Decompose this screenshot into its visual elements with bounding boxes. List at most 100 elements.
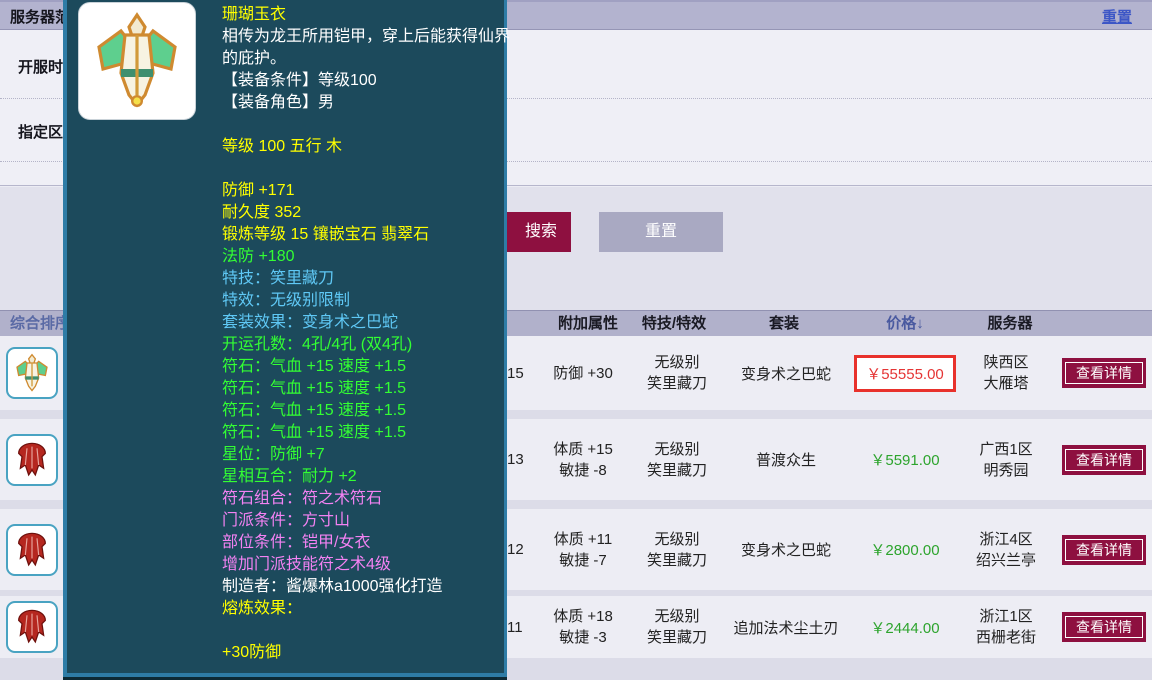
extra-attrs-cell: 体质 +15 敏捷 -8 — [535, 439, 631, 481]
server-line: 绍兴兰亭 — [975, 551, 1036, 569]
attr-line: 体质 +18 — [553, 608, 613, 625]
tooltip-line: 制造者：酱爆林a1000强化打造 — [222, 578, 443, 595]
tooltip-line: 开运孔数：4孔/4孔 (双4孔) — [222, 336, 413, 353]
tooltip-line: 熔炼效果： — [222, 600, 303, 617]
red-cloak-icon — [18, 442, 46, 476]
server-cell: 广西1区 明秀园 — [961, 439, 1051, 481]
skill-line: 无级别 — [654, 354, 700, 371]
server-line: 陕西区 — [983, 354, 1029, 371]
thumbnail-cell — [0, 433, 64, 486]
price-cell: ￥55555.00 — [849, 354, 961, 392]
tooltip-line: 锻炼等级 15 镶嵌宝石 翡翠石 — [222, 226, 430, 243]
forge-level-cell: 13 — [507, 451, 524, 468]
tooltip-line: 符石：气血 +15 速度 +1.5 — [222, 424, 407, 441]
attr-line: 体质 +15 — [553, 440, 613, 458]
view-detail-cell: 查看详情 — [1062, 534, 1146, 565]
tooltip-line: 星位：防御 +7 — [222, 446, 325, 463]
tooltip-line: 套装效果：变身术之巴蛇 — [222, 314, 399, 331]
server-cell: 浙江1区 西栅老街 — [961, 606, 1051, 648]
attr-line: 敏捷 -7 — [559, 551, 607, 569]
item-thumbnail[interactable] — [6, 433, 58, 486]
column-header[interactable]: 套装 — [768, 315, 799, 332]
top-reset-link[interactable]: 重置 — [1101, 9, 1132, 26]
tooltip-line: 特效：无级别限制 — [222, 292, 351, 309]
tooltip-line — [222, 620, 512, 642]
special-skill-cell: 无级别 笑里藏刀 — [631, 439, 723, 481]
thumbnail-cell — [0, 601, 64, 653]
tooltip-line: 防御 +171 — [222, 182, 295, 199]
attr-line: 防御 +30 — [553, 364, 613, 382]
skill-line: 笑里藏刀 — [646, 629, 707, 646]
view-detail-button[interactable]: 查看详情 — [1062, 444, 1146, 475]
tooltip-line: 部位条件：铠甲/女衣 — [222, 534, 371, 551]
price-value: ￥2800.00 — [870, 542, 940, 559]
tooltip-line — [222, 114, 512, 136]
special-skill-cell: 无级别 笑里藏刀 — [631, 606, 723, 648]
item-thumbnail[interactable] — [6, 601, 58, 653]
server-line: 浙江1区 — [979, 608, 1033, 625]
server-line: 浙江4区 — [979, 530, 1033, 548]
item-thumbnail[interactable] — [6, 523, 58, 576]
extra-attrs-cell: 体质 +18 敏捷 -3 — [535, 606, 631, 648]
server-range-label: 服务器范 — [10, 9, 71, 26]
view-detail-button[interactable]: 查看详情 — [1062, 358, 1146, 388]
thumbnail-cell — [0, 523, 64, 576]
skill-line: 笑里藏刀 — [646, 461, 707, 479]
view-detail-button[interactable]: 查看详情 — [1062, 534, 1146, 565]
tooltip-line: 符石：气血 +15 速度 +1.5 — [222, 380, 407, 397]
attr-line: 敏捷 -3 — [559, 629, 607, 646]
tooltip-line: 相传为龙王所用铠甲，穿上后能获得仙界的庇护。 — [222, 28, 511, 67]
item-thumbnail[interactable] — [6, 347, 58, 399]
tooltip-line: 门派条件：方寸山 — [222, 512, 351, 529]
tooltip-line: 法防 +180 — [222, 248, 295, 265]
item-tooltip: 珊瑚玉衣 相传为龙王所用铠甲，穿上后能获得仙界的庇护。 【装备条件】等级100 … — [63, 0, 510, 677]
view-detail-button[interactable]: 查看详情 — [1062, 612, 1146, 642]
column-header[interactable]: 综合排序 — [10, 315, 71, 332]
tooltip-line: 增加门派技能符之术4级 — [222, 556, 391, 573]
tooltip-line: +30防御 — [222, 644, 282, 661]
tooltip-line: 【装备角色】男 — [222, 94, 335, 111]
price-value: ￥2444.00 — [870, 619, 940, 637]
server-line: 明秀园 — [983, 461, 1029, 479]
tooltip-line: 符石组合：符之术符石 — [222, 490, 383, 507]
tooltip-line: 【装备条件】等级100 — [222, 72, 377, 89]
region-label: 指定区 — [18, 124, 64, 141]
tooltip-item-tile — [78, 2, 196, 120]
tooltip-line: 等级 100 五行 木 — [222, 138, 343, 155]
filter-divider — [0, 161, 1152, 162]
tooltip-line — [222, 158, 512, 180]
server-cell: 陕西区 大雁塔 — [961, 352, 1051, 394]
attr-line: 敏捷 -8 — [559, 461, 607, 479]
price-value: ￥55555.00 — [854, 354, 956, 392]
server-cell: 浙江4区 绍兴兰亭 — [961, 529, 1051, 571]
skill-line: 笑里藏刀 — [646, 551, 707, 569]
tooltip-line: 珊瑚玉衣 — [222, 6, 287, 23]
suit-cell: 普渡众生 — [755, 452, 816, 469]
tooltip-text: 珊瑚玉衣 相传为龙王所用铠甲，穿上后能获得仙界的庇护。 【装备条件】等级100 … — [222, 4, 512, 664]
column-header[interactable]: 特技/特效 — [641, 315, 707, 332]
price-cell: ￥5591.00 — [849, 449, 961, 470]
extra-attrs-cell: 体质 +11 敏捷 -7 — [535, 529, 631, 571]
red-cloak-icon — [18, 609, 46, 644]
suit-cell: 变身术之巴蛇 — [740, 365, 831, 383]
special-skill-cell: 无级别 笑里藏刀 — [631, 352, 723, 394]
open-time-label: 开服时 — [18, 59, 64, 76]
price-cell: ￥2444.00 — [849, 617, 961, 638]
column-header[interactable]: 价格↓ — [886, 315, 924, 332]
server-line: 大雁塔 — [983, 375, 1029, 392]
view-detail-cell: 查看详情 — [1062, 612, 1146, 642]
skill-line: 无级别 — [654, 608, 700, 625]
tooltip-bottom-edge — [63, 677, 507, 680]
red-cloak-icon — [18, 532, 46, 566]
tooltip-line: 特技：笑里藏刀 — [222, 270, 335, 287]
skill-line: 无级别 — [654, 440, 700, 458]
view-detail-cell: 查看详情 — [1062, 444, 1146, 475]
skill-line: 无级别 — [654, 530, 700, 548]
column-header[interactable]: 附加属性 — [557, 315, 618, 332]
coral-jade-armor-icon — [97, 12, 177, 108]
column-header[interactable]: 服务器 — [987, 315, 1033, 332]
server-line: 广西1区 — [979, 440, 1033, 458]
reset-button[interactable]: 重置 — [599, 212, 723, 252]
attr-line: 体质 +11 — [553, 530, 613, 548]
forge-level-cell: 15 — [507, 364, 524, 382]
